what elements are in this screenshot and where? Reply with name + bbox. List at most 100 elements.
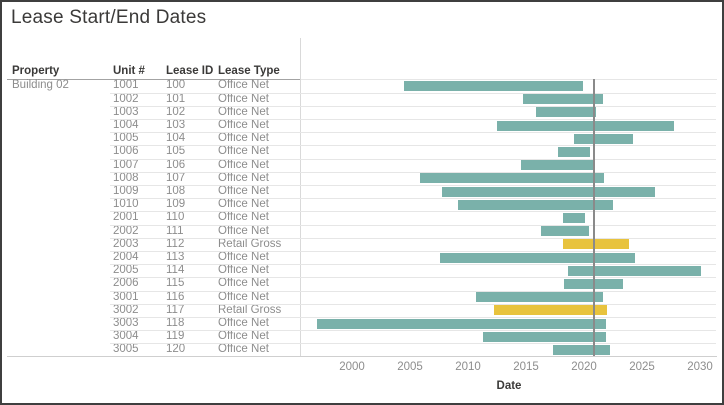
row-separator xyxy=(110,145,716,147)
lease-id-cell: 115 xyxy=(166,277,185,290)
header-underline xyxy=(7,79,300,80)
gantt-bar-1005[interactable] xyxy=(573,133,633,144)
gantt-bar-1003[interactable] xyxy=(536,107,596,118)
lease-id-cell: 110 xyxy=(166,211,185,224)
lease-type-cell: Retail Gross xyxy=(218,237,282,250)
unit-cell: 2004 xyxy=(113,250,139,263)
gantt-bar-2001[interactable] xyxy=(563,212,586,223)
column-header-lease-type: Lease Type xyxy=(218,65,280,77)
gantt-bar-3002[interactable] xyxy=(493,305,608,316)
unit-cell: 3003 xyxy=(113,316,139,329)
page-title: Lease Start/End Dates xyxy=(11,7,207,28)
row-separator xyxy=(110,211,716,213)
unit-cell: 1004 xyxy=(113,118,139,131)
row-separator xyxy=(110,132,716,134)
row-separator xyxy=(110,171,716,173)
gantt-bar-3001[interactable] xyxy=(476,292,603,303)
x-axis-title: Date xyxy=(496,380,522,392)
unit-cell: 1003 xyxy=(113,105,139,118)
lease-type-cell: Office Net xyxy=(218,132,269,145)
lease-type-cell: Office Net xyxy=(218,224,269,237)
lease-type-cell: Retail Gross xyxy=(218,303,282,316)
lease-id-cell: 104 xyxy=(166,132,186,145)
x-tick-2000: 2000 xyxy=(339,361,365,373)
lease-type-cell: Office Net xyxy=(218,277,269,290)
row-separator xyxy=(110,250,716,252)
lease-type-cell: Office Net xyxy=(218,198,269,211)
lease-id-cell: 107 xyxy=(166,171,186,184)
unit-cell: 1009 xyxy=(113,184,139,197)
unit-cell: 2002 xyxy=(113,224,139,237)
gantt-bar-1001[interactable] xyxy=(404,80,583,91)
lease-id-cell: 111 xyxy=(166,224,184,237)
x-tick-2015: 2015 xyxy=(513,361,539,373)
lease-type-cell: Office Net xyxy=(218,158,269,171)
lease-type-cell: Office Net xyxy=(218,92,269,105)
gantt-bar-2004[interactable] xyxy=(440,252,636,263)
gantt-bar-2003[interactable] xyxy=(563,239,630,250)
lease-id-cell: 116 xyxy=(166,290,185,303)
lease-id-cell: 109 xyxy=(166,198,186,211)
gantt-bar-1008[interactable] xyxy=(420,173,604,184)
column-header-lease-id: Lease ID xyxy=(166,65,214,77)
lease-id-cell: 100 xyxy=(166,79,186,92)
lease-id-cell: 117 xyxy=(166,303,185,316)
unit-cell: 3001 xyxy=(113,290,139,303)
x-tick-2025: 2025 xyxy=(629,361,655,373)
lease-type-cell: Office Net xyxy=(218,118,269,131)
lease-type-cell: Office Net xyxy=(218,316,269,329)
lease-id-cell: 102 xyxy=(166,105,186,118)
lease-id-cell: 119 xyxy=(166,330,185,343)
lease-id-cell: 108 xyxy=(166,184,186,197)
row-separator xyxy=(110,92,716,94)
lease-id-cell: 103 xyxy=(166,118,186,131)
gantt-bar-1007[interactable] xyxy=(521,160,594,171)
unit-cell: 1005 xyxy=(113,132,139,145)
lease-type-cell: Office Net xyxy=(218,330,269,343)
lease-id-cell: 113 xyxy=(166,250,185,263)
gantt-bar-1010[interactable] xyxy=(457,199,613,210)
unit-cell: 2005 xyxy=(113,264,139,277)
lease-id-cell: 112 xyxy=(166,237,185,250)
unit-cell: 3002 xyxy=(113,303,139,316)
gantt-bar-2002[interactable] xyxy=(541,226,589,237)
unit-cell: 1007 xyxy=(113,158,139,171)
x-tick-2010: 2010 xyxy=(455,361,481,373)
unit-cell: 2006 xyxy=(113,277,139,290)
lease-id-cell: 114 xyxy=(166,264,185,277)
column-header-unit: Unit # xyxy=(113,65,145,77)
lease-id-cell: 118 xyxy=(166,316,185,329)
lease-type-cell: Office Net xyxy=(218,105,269,118)
row-separator xyxy=(110,237,716,239)
row-separator xyxy=(110,118,716,120)
row-separator xyxy=(110,158,716,160)
gantt-bar-1004[interactable] xyxy=(497,120,675,131)
gantt-bar-3005[interactable] xyxy=(552,344,610,355)
x-tick-2030: 2030 xyxy=(687,361,713,373)
gantt-bar-1006[interactable] xyxy=(558,146,590,157)
lease-type-cell: Office Net xyxy=(218,145,269,158)
lease-type-cell: Office Net xyxy=(218,184,269,197)
unit-cell: 3005 xyxy=(113,343,139,356)
gantt-bar-3004[interactable] xyxy=(483,331,607,342)
unit-cell: 2001 xyxy=(113,211,139,224)
lease-type-cell: Office Net xyxy=(218,290,269,303)
row-separator xyxy=(110,264,716,266)
unit-cell: 1010 xyxy=(113,198,139,211)
gantt-bar-3003[interactable] xyxy=(317,318,607,329)
lease-type-cell: Office Net xyxy=(218,79,269,92)
unit-cell: 1001 xyxy=(113,79,139,92)
gantt-bar-2005[interactable] xyxy=(567,265,702,276)
row-separator xyxy=(110,184,716,186)
axis-baseline xyxy=(7,356,717,357)
chart-top-line xyxy=(300,79,717,80)
lease-type-cell: Office Net xyxy=(218,343,269,356)
unit-cell: 1006 xyxy=(113,145,139,158)
row-separator xyxy=(110,330,716,332)
row-separator xyxy=(110,198,716,200)
gantt-bar-1009[interactable] xyxy=(442,186,655,197)
row-separator xyxy=(110,290,716,292)
gantt-bar-1002[interactable] xyxy=(522,94,603,105)
lease-id-cell: 105 xyxy=(166,145,186,158)
